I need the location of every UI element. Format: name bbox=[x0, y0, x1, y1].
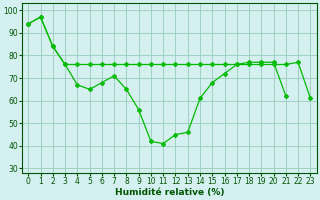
X-axis label: Humidité relative (%): Humidité relative (%) bbox=[115, 188, 224, 197]
